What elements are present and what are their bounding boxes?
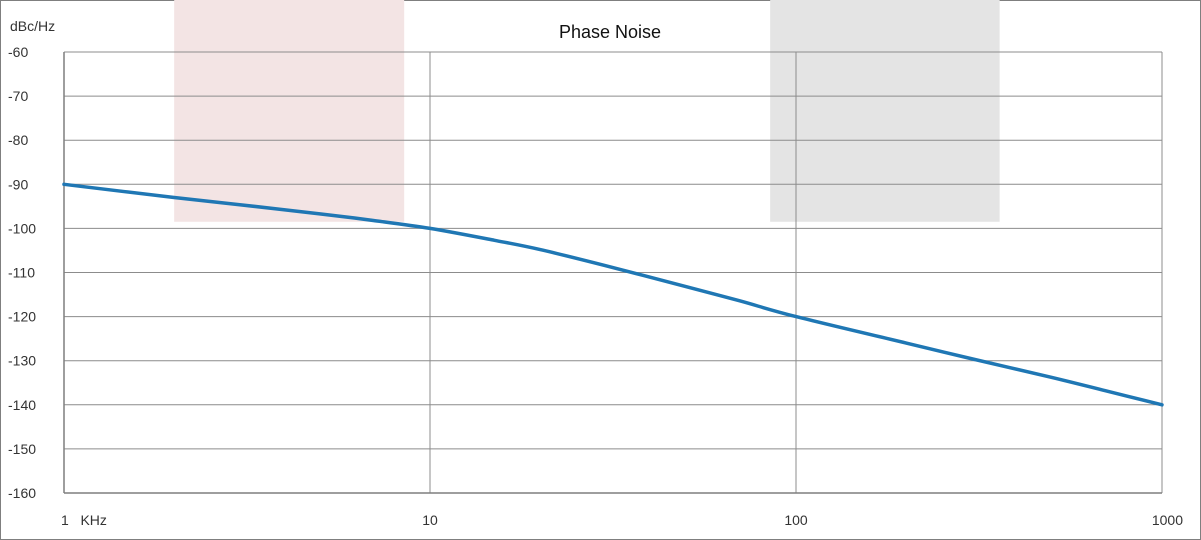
shaded-band-1 [174,0,405,222]
series-line-1 [62,182,1164,407]
y-tick-label: -150 [8,441,36,457]
y-tick-label: -90 [8,176,28,192]
grid [63,51,1163,494]
x-tick-label: 10 [422,512,438,528]
axes [63,52,1162,494]
y-tick-label: -70 [8,88,28,104]
y-tick-label: -130 [8,353,36,369]
y-tick-label: -60 [8,44,28,60]
y-tick-label: -160 [8,485,36,501]
shaded-bands [174,0,1000,222]
labels: -60 -70 -80 -90 -100 -110 -120 -130 -140 -150 -160… [8,44,1183,528]
series-lines [62,182,1164,407]
y-tick-label: -120 [8,309,36,325]
y-tick-label: -100 [8,220,36,236]
x-tick-label: 1000 [1152,512,1183,528]
x-tick-label: 100 [784,512,808,528]
y-tick-label: -80 [8,132,28,148]
x-tick-label: 1 KHz [61,512,107,528]
y-tick-label: -110 [8,265,35,281]
y-axis-unit-label: dBc/Hz [10,18,55,34]
chart-title: Phase Noise [559,22,661,42]
shaded-band-2 [770,0,1000,222]
y-tick-label: -140 [8,397,36,413]
